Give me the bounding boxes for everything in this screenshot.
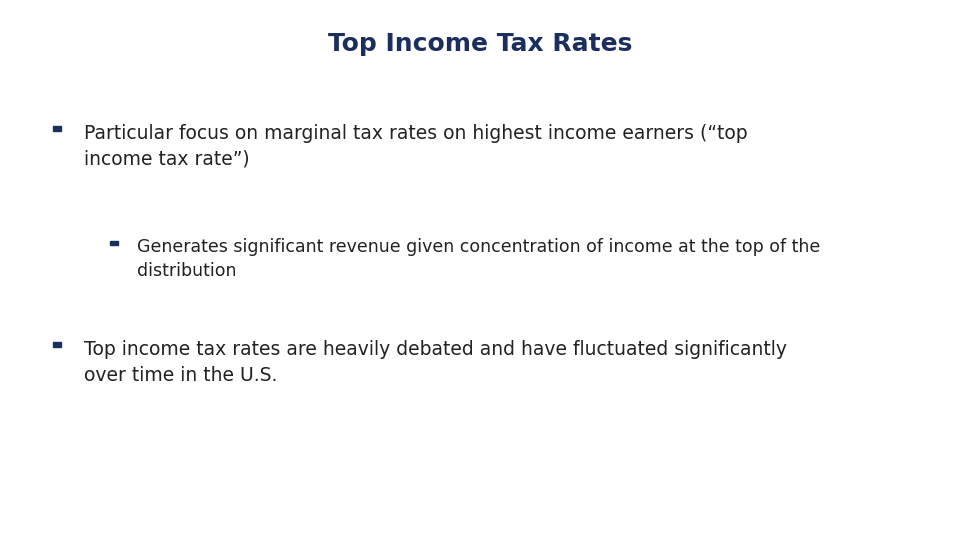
Bar (53, 342, 61, 347)
Bar (53, 126, 61, 131)
Text: Top income tax rates are heavily debated and have fluctuated significantly
over : Top income tax rates are heavily debated… (84, 340, 786, 385)
Text: Top Income Tax Rates: Top Income Tax Rates (327, 32, 633, 56)
Text: Particular focus on marginal tax rates on highest income earners (“top
income ta: Particular focus on marginal tax rates o… (84, 124, 747, 169)
Bar (110, 241, 117, 245)
Text: Generates significant revenue given concentration of income at the top of the
di: Generates significant revenue given conc… (137, 238, 821, 280)
